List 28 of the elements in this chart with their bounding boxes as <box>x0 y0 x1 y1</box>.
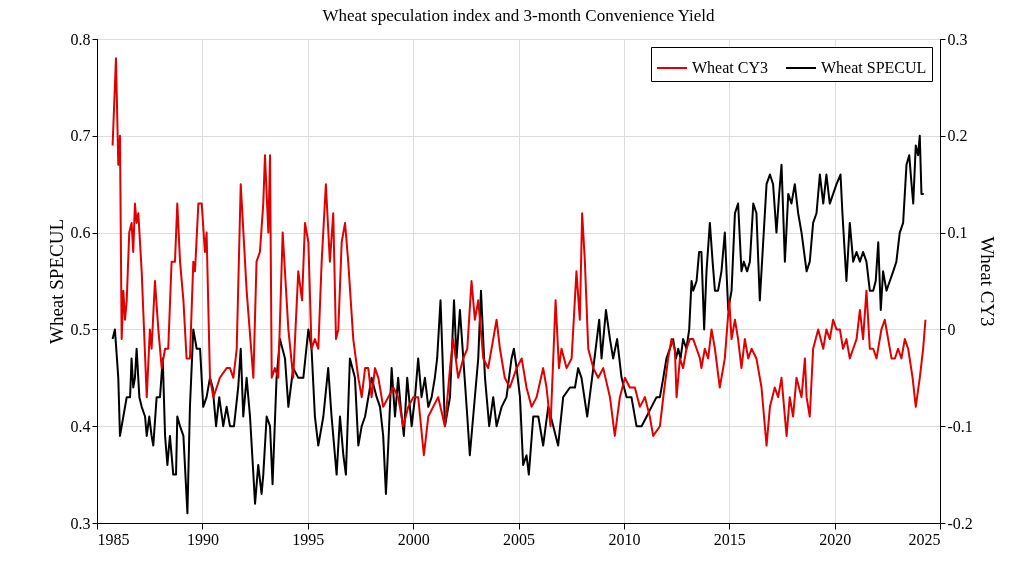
y2-tick-label: 0.2 <box>947 127 968 145</box>
x-tick-label: 2000 <box>397 530 430 548</box>
x-tick-label: 2025 <box>908 530 941 548</box>
y-tick-label: 0.4 <box>70 417 91 435</box>
x-tick-label: 2020 <box>819 530 852 548</box>
x-tick-label: 1995 <box>292 530 325 548</box>
line-series <box>111 134 925 515</box>
y-tick-label: 0.7 <box>70 127 91 145</box>
x-tick-label: 2005 <box>503 530 535 548</box>
x-tick-label: 1990 <box>186 530 219 548</box>
x-tick-label: 1985 <box>97 530 130 548</box>
y2-tick-label: 0.1 <box>947 224 968 242</box>
y-axis-title: Wheat SPECUL <box>45 218 67 345</box>
y2-tick-label: -0.2 <box>947 514 973 532</box>
x-tick-label: 2015 <box>713 530 746 548</box>
y2-tick-label: 0 <box>947 320 956 338</box>
y-tick-label: 0.5 <box>70 320 91 338</box>
y2-tick-label: 0.3 <box>947 30 968 48</box>
y-tick-label: 0.8 <box>70 30 91 48</box>
y-tick-label: 0.6 <box>70 224 91 242</box>
legend-label: Wheat CY3 <box>692 59 768 76</box>
y2-tick-label: -0.1 <box>947 417 973 435</box>
chart-title: Wheat speculation index and 3-month Convenience Yield <box>322 6 716 25</box>
line-series <box>111 57 927 457</box>
y-tick-label: 0.3 <box>70 514 91 532</box>
y2-axis-title: Wheat CY3 <box>976 236 998 327</box>
legend-label: Wheat SPECUL <box>821 59 927 76</box>
x-tick-label: 2010 <box>608 530 641 548</box>
